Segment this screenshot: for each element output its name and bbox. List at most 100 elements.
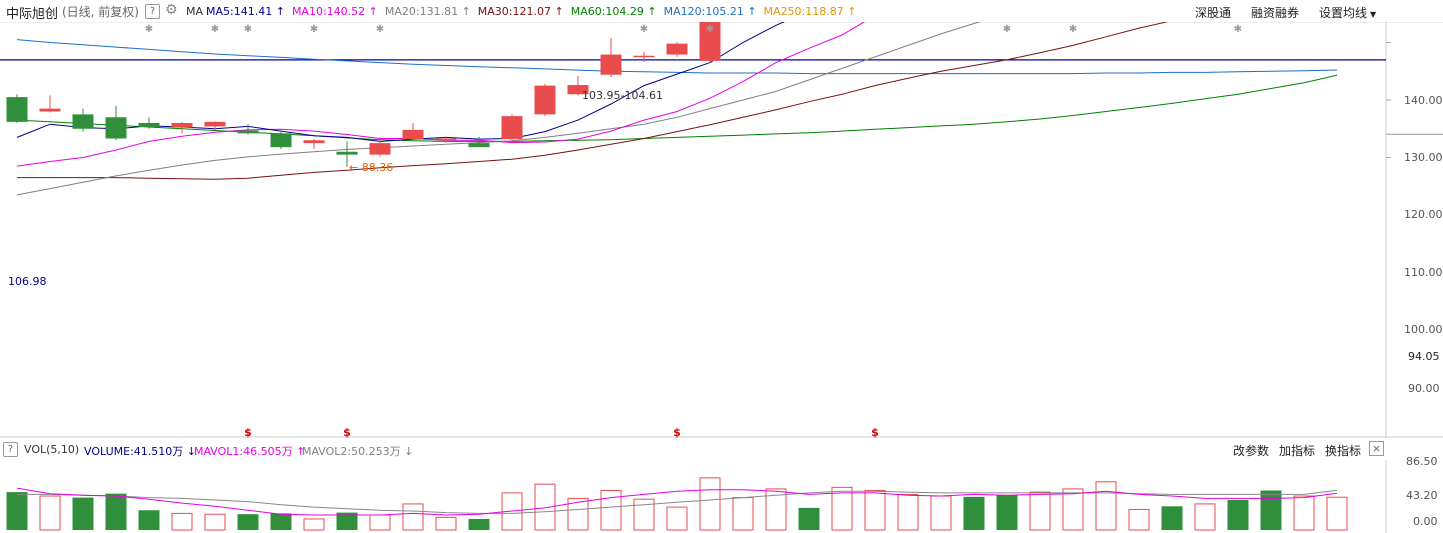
ma-value-5: MA120:105.21 ↑: [663, 5, 757, 18]
volume-bar: [1260, 490, 1282, 530]
price-tick: 120.00: [1404, 208, 1443, 221]
volume-value: VOLUME:41.510万 ↓: [84, 445, 196, 458]
ma-settings-button[interactable]: 设置均线 ▼: [1319, 6, 1377, 20]
current-price-label: 94.05: [1408, 350, 1440, 363]
volume-bar: [534, 483, 556, 531]
volume-bar: [930, 495, 952, 531]
ma5-line: [16, 22, 785, 142]
volume-bar: [237, 514, 259, 530]
margin-trading-button[interactable]: 融资融券: [1251, 6, 1300, 20]
volume-bar: [798, 507, 820, 530]
volume-bar: [171, 512, 193, 531]
volume-bar: [567, 497, 589, 531]
volume-bar: [666, 506, 688, 531]
volume-bar: [1095, 481, 1117, 531]
ma-value-4: MA60:104.29 ↑: [570, 5, 657, 18]
candle-body: [501, 116, 523, 140]
ma-value-3: MA30:121.07 ↑: [477, 5, 564, 18]
candle-body: [303, 140, 325, 144]
candle-body: [666, 43, 688, 55]
close-indicator-button[interactable]: ×: [1369, 441, 1384, 456]
candle-body: [72, 114, 94, 129]
chart-mode: (日线, 前复权): [62, 5, 139, 19]
volume-tick: 43.20: [1406, 489, 1438, 502]
stock-name: 中际旭创: [6, 7, 59, 22]
candle-body: [270, 133, 292, 148]
price-tick: 90.00: [1408, 382, 1440, 395]
shenzhen-connect-button[interactable]: 深股通: [1195, 6, 1232, 20]
ma-value-1: MA10:140.52 ↑: [291, 5, 378, 18]
ma20-line: [16, 22, 981, 196]
candle-body: [105, 117, 127, 139]
caret-down-icon: ▼: [1370, 10, 1377, 19]
candle-body: [699, 22, 721, 61]
volume-bar: [435, 516, 457, 531]
add-indicator-button[interactable]: 加指标: [1279, 444, 1316, 458]
event-marker-icon: ✱: [244, 24, 252, 35]
event-marker-icon: ✱: [211, 24, 219, 35]
volume-bar: [303, 518, 325, 531]
volume-bar: [699, 477, 721, 531]
price-chart[interactable]: ✱✱✱✱✱✱✱✱✱✱$$$$149.36 →← 88.36103.95-104.…: [0, 22, 1443, 438]
volume-bar: [72, 497, 94, 530]
volume-bar: [138, 510, 160, 530]
candle-body: [6, 97, 28, 122]
candle-body: [534, 85, 556, 115]
volume-bar: [996, 495, 1018, 530]
ma-values: MA5:141.41 ↑ MA10:140.52 ↑ MA20:131.81 ↑ MA…: [206, 5, 863, 18]
price-tick: 130.00: [1404, 151, 1443, 164]
price-tick: 140.00: [1404, 94, 1443, 107]
low-price-label: ← 88.36: [349, 161, 393, 174]
volume-bar: [1326, 496, 1348, 531]
volume-bar: [633, 498, 655, 531]
dollar-event-icon: $: [673, 426, 681, 438]
candle-body: [237, 130, 259, 134]
ma120-line: [16, 39, 1338, 75]
candle-body: [336, 151, 358, 155]
event-marker-icon: ✱: [145, 24, 153, 35]
price-tick: 100.00: [1404, 323, 1443, 336]
candle-body: [468, 143, 490, 148]
help-button[interactable]: ?: [145, 4, 160, 19]
volume-help-button[interactable]: ?: [3, 442, 18, 457]
volume-bar: [1194, 503, 1216, 531]
volume-header: ? VOL(5,10) VOLUME:41.510万 ↓ MAVOL1:46.5…: [0, 438, 1443, 460]
candle-body: [138, 123, 160, 128]
candle-body: [39, 108, 61, 112]
dollar-event-icon: $: [871, 426, 879, 438]
volume-bar: [765, 488, 787, 531]
volume-bar: [39, 495, 61, 531]
volume-bar: [864, 490, 886, 531]
volume-bar: [1227, 499, 1249, 530]
price-tick: 110.00: [1404, 266, 1443, 279]
volume-bar: [831, 486, 853, 531]
edit-params-button[interactable]: 改参数: [1233, 444, 1270, 458]
ma-value-0: MA5:141.41 ↑: [206, 5, 285, 18]
volume-bar: [732, 497, 754, 531]
volume-bar: [270, 513, 292, 530]
event-marker-icon: ✱: [1069, 24, 1077, 35]
volume-bar: [369, 514, 391, 531]
event-marker-icon: ✱: [310, 24, 318, 35]
candle-body: [435, 138, 457, 141]
event-marker-icon: ✱: [640, 24, 648, 35]
volume-bar: [1293, 495, 1315, 531]
volume-bar: [6, 492, 28, 530]
candle-body: [402, 129, 424, 140]
volume-tick: 0.00: [1413, 515, 1438, 528]
volume-bar: [600, 490, 622, 531]
switch-indicator-button[interactable]: 换指标: [1325, 444, 1362, 458]
dollar-event-icon: $: [343, 426, 351, 438]
volume-bar: [468, 518, 490, 530]
ma-value-2: MA20:131.81 ↑: [384, 5, 471, 18]
mavol2-line: [17, 489, 1338, 514]
gear-icon[interactable]: ⚙: [165, 2, 178, 18]
candle-body: [369, 143, 391, 155]
ma10-line: [16, 22, 865, 167]
candle-body: [204, 121, 226, 127]
hline-label: 106.98: [8, 275, 47, 288]
ma-indicator-label: MA: [186, 5, 204, 18]
volume-chart[interactable]: [0, 460, 1443, 533]
candle-body: [633, 55, 655, 58]
event-marker-icon: ✱: [706, 24, 714, 35]
